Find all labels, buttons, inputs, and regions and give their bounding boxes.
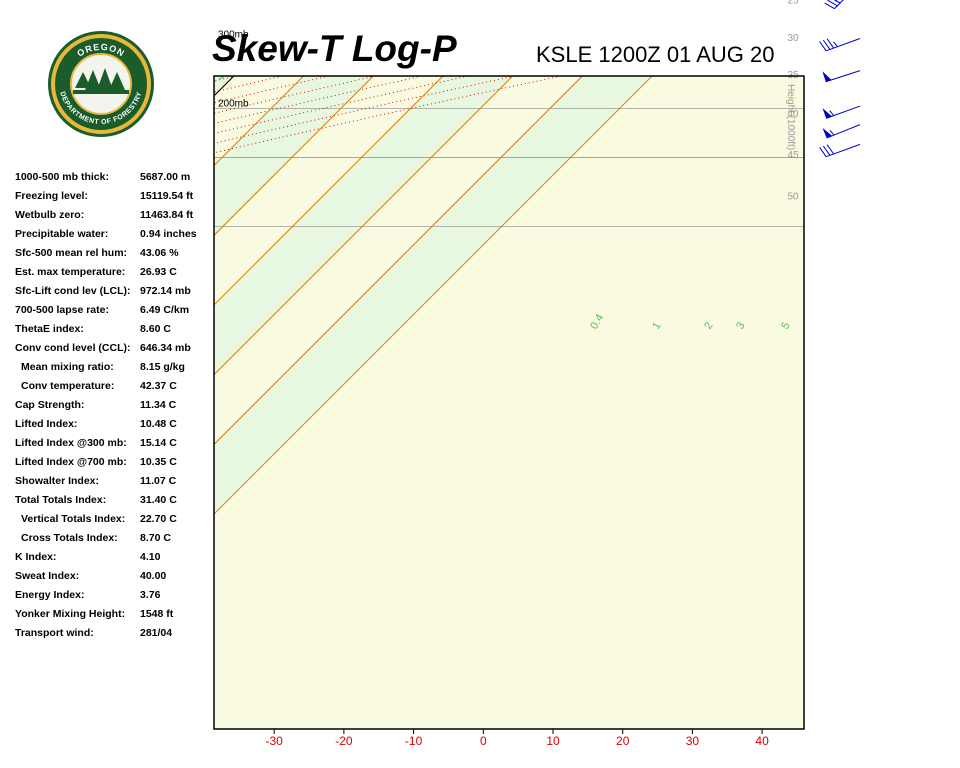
wind-barb <box>820 144 860 156</box>
x-tick-label: 0 <box>480 734 487 748</box>
isotherm-line <box>0 76 234 729</box>
wind-barb-half-feather <box>830 111 834 116</box>
temperature-band <box>0 76 25 729</box>
height-tick-label: 30 <box>787 33 799 44</box>
pressure-label: 200mb <box>218 99 249 110</box>
wind-barb <box>822 106 860 118</box>
temperature-band <box>0 76 234 729</box>
freezing-isotherm <box>0 76 234 729</box>
wind-barb-half-feather <box>835 0 841 3</box>
wind-barb-half-feather <box>830 130 834 135</box>
wind-barb <box>820 38 860 50</box>
height-tick-label: 45 <box>787 150 799 161</box>
x-tick-label: 10 <box>546 734 560 748</box>
plot-area: 0.4 1 2 3 5 <box>0 0 960 729</box>
parcel-trace <box>0 0 595 40</box>
x-tick-label: -10 <box>405 734 423 748</box>
temperature-band <box>0 76 95 729</box>
wind-barb-staff <box>835 0 860 9</box>
wind-barb-half-feather <box>834 42 838 47</box>
temperature-band <box>0 76 164 729</box>
height-tick-label: 25 <box>787 0 799 6</box>
isotherm-line <box>0 76 25 729</box>
isotherm-line <box>0 76 164 729</box>
x-tick-label: 20 <box>616 734 630 748</box>
wind-barb-flag <box>822 108 831 118</box>
x-tick-label: 40 <box>755 734 769 748</box>
pressure-label: 300mb <box>218 30 249 41</box>
isotherm-line <box>0 76 94 729</box>
wind-barb <box>825 0 860 9</box>
height-tick-label: 50 <box>787 191 799 202</box>
x-tick-label: 30 <box>686 734 700 748</box>
wind-barb <box>823 125 860 138</box>
height-axis-label: Height (1000ft) <box>785 84 796 150</box>
wind-barb <box>822 71 860 82</box>
x-tick-label: -30 <box>266 734 284 748</box>
wind-barb-flag <box>822 71 831 81</box>
x-tick-label: -20 <box>335 734 353 748</box>
